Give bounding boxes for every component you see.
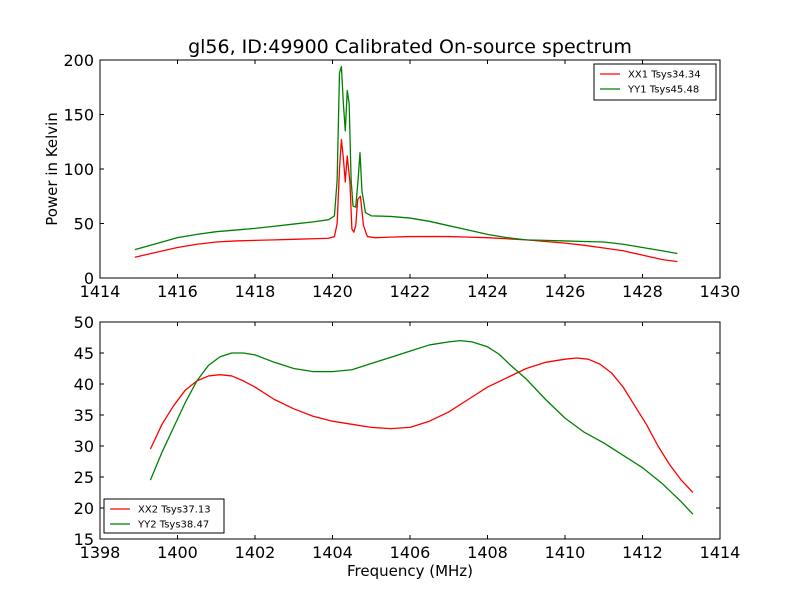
top-x-tick-label-2: 1418: [235, 282, 276, 301]
bottom-y-tick-label-0: 15: [74, 530, 94, 549]
top-x-tick-label-4: 1422: [390, 282, 431, 301]
top-x-tick-label-3: 1420: [312, 282, 353, 301]
top-y-tick-label-2: 100: [63, 160, 94, 179]
bottom-y-tick-label-4: 35: [74, 406, 94, 425]
bottom-plot: 1398 1400 1402 1404 1406 1408 1410 1412 1414 15 20…: [74, 313, 741, 562]
top-series-line-1: [134, 65, 678, 255]
bottom-x-tick-label-8: 1414: [700, 543, 741, 562]
chart-title: gl56, ID:49900 Calibrated On-source spec…: [188, 36, 632, 58]
bottom-x-tick-label-5: 1408: [467, 543, 508, 562]
top-series-line-0: [134, 138, 678, 263]
bottom-y-tick-label-1: 20: [74, 499, 94, 518]
bottom-y-tick-label-5: 40: [74, 375, 94, 394]
bottom-series-line-1: [149, 339, 694, 515]
top-y-tick-label-1: 50: [74, 215, 94, 234]
top-plot: 1414 1416 1418 1420 1422 1424 1426 1428 1430 0 50 1…: [63, 51, 740, 301]
bottom-x-tick-label-7: 1412: [622, 543, 663, 562]
bottom-x-tick-label-0: 1398: [80, 543, 121, 562]
bottom-x-tick-label-4: 1406: [390, 543, 431, 562]
top-x-tick-label-7: 1428: [622, 282, 663, 301]
bottom-y-tick-label-2: 25: [74, 468, 94, 487]
bottom-x-tick-label-1: 1400: [157, 543, 198, 562]
top-legend-label-1: YY1 Tsys45.48: [627, 85, 699, 96]
bottom-x-tick-label-2: 1402: [235, 543, 276, 562]
bottom-x-tick-label-6: 1410: [545, 543, 586, 562]
bottom-y-tick-label-7: 50: [74, 313, 94, 332]
bottom-legend-box: [103, 498, 225, 534]
top-x-tick-label-5: 1424: [467, 282, 508, 301]
top-y-tick-label-4: 200: [63, 51, 94, 70]
top-y-tick-label-3: 150: [63, 106, 94, 125]
bottom-legend-label-1: YY2 Tsys38.47: [137, 520, 209, 531]
top-x-tick-label-8: 1430: [700, 282, 741, 301]
top-y-tick-label-0: 0: [84, 269, 94, 288]
top-legend-label-0: XX1 Tsys34.34: [628, 70, 701, 81]
bottom-y-tick-label-3: 30: [74, 437, 94, 456]
top-x-tick-label-0: 1414: [80, 282, 121, 301]
top-x-tick-label-1: 1416: [157, 282, 198, 301]
bottom-y-tick-label-6: 45: [74, 344, 94, 363]
top-y-axis-label: Power in Kelvin: [43, 112, 61, 226]
bottom-series-line-0: [149, 357, 694, 493]
bottom-x-axis-label: Frequency (MHz): [347, 562, 473, 580]
top-legend-box: [593, 63, 717, 101]
bottom-legend-label-0: XX2 Tsys37.13: [138, 505, 211, 516]
top-x-tick-label-6: 1426: [545, 282, 586, 301]
bottom-x-tick-label-3: 1404: [312, 543, 353, 562]
